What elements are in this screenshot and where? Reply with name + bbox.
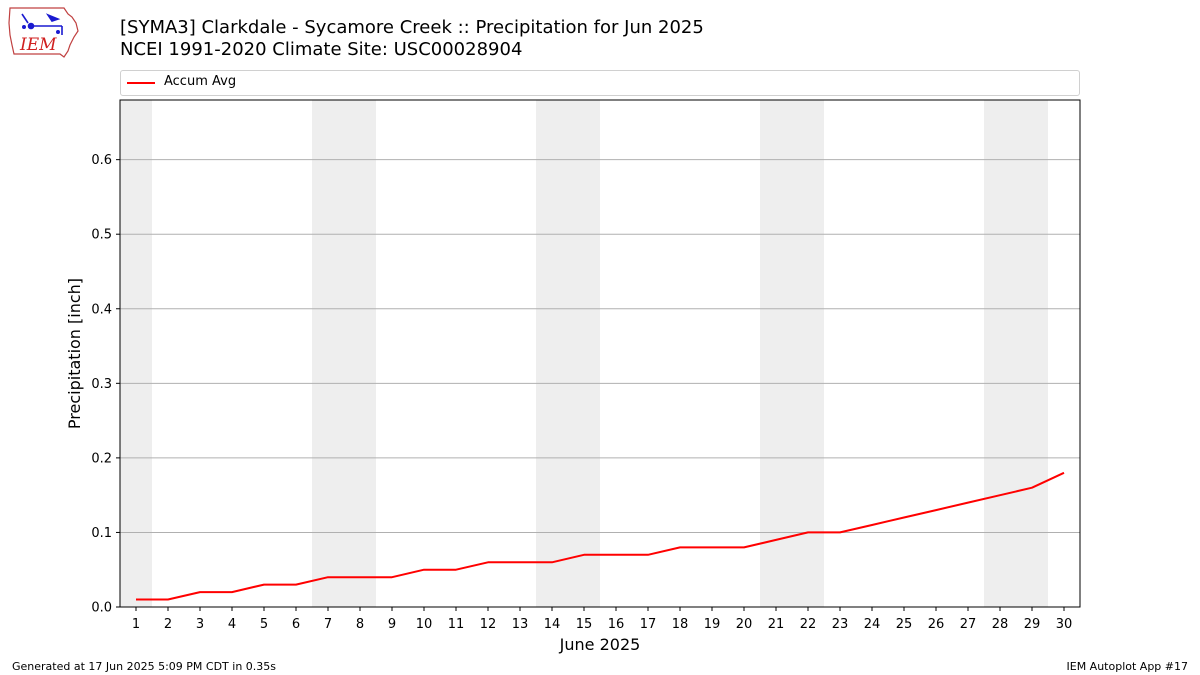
legend-swatch-accum-avg — [127, 82, 155, 84]
chart-subtitle: NCEI 1991-2020 Climate Site: USC00028904 — [120, 39, 523, 60]
x-tick-label: 12 — [480, 617, 497, 632]
x-tick-label: 22 — [800, 617, 817, 632]
x-tick-label: 2 — [164, 617, 172, 632]
x-axis-label: June 2025 — [559, 635, 641, 654]
footer-generated-text: Generated at 17 Jun 2025 5:09 PM CDT in … — [12, 660, 277, 673]
x-tick-label: 18 — [672, 617, 689, 632]
x-tick-label: 3 — [196, 617, 204, 632]
x-tick-label: 29 — [1024, 617, 1041, 632]
x-tick-label: 16 — [608, 617, 625, 632]
weekend-band-1 — [120, 100, 152, 607]
footer-app-label: IEM Autoplot App #17 — [1066, 660, 1189, 673]
weekend-band-22 — [792, 100, 824, 607]
chart-legend: Accum Avg — [120, 70, 1080, 96]
chart-title: [SYMA3] Clarkdale - Sycamore Creek :: Pr… — [120, 17, 704, 38]
weekend-band-21 — [760, 100, 792, 607]
x-tick-label: 23 — [832, 617, 849, 632]
x-tick-label: 27 — [960, 617, 977, 632]
y-tick-label: 0.5 — [91, 228, 112, 243]
y-tick-label: 0.6 — [91, 153, 112, 168]
x-tick-label: 20 — [736, 617, 753, 632]
x-tick-label: 7 — [324, 617, 332, 632]
weekend-band-29 — [1016, 100, 1048, 607]
x-tick-label: 15 — [576, 617, 593, 632]
weather-station-icon — [21, 13, 63, 35]
y-tick-label: 0.2 — [91, 451, 112, 466]
weekend-band-15 — [568, 100, 600, 607]
weekend-band-28 — [984, 100, 1016, 607]
x-tick-label: 28 — [992, 617, 1009, 632]
x-tick-label: 13 — [512, 617, 529, 632]
weekend-band-8 — [344, 100, 376, 607]
x-tick-label: 1 — [132, 617, 140, 632]
weekend-band-14 — [536, 100, 568, 607]
y-tick-label: 0.0 — [91, 601, 112, 616]
x-tick-label: 25 — [896, 617, 913, 632]
x-tick-label: 24 — [864, 617, 881, 632]
x-tick-label: 5 — [260, 617, 268, 632]
x-tick-label: 6 — [292, 617, 300, 632]
y-tick-label: 0.4 — [91, 302, 112, 317]
x-tick-label: 19 — [704, 617, 721, 632]
y-tick-label: 0.3 — [91, 377, 112, 392]
series-line-accum-avg — [136, 471, 1065, 601]
x-tick-label: 30 — [1056, 617, 1073, 632]
x-tick-label: 10 — [416, 617, 433, 632]
x-tick-label: 4 — [228, 617, 236, 632]
y-tick-label: 0.1 — [91, 526, 112, 541]
logo-text: IEM — [19, 35, 57, 55]
x-tick-label: 14 — [544, 617, 561, 632]
x-tick-label: 11 — [448, 617, 465, 632]
plot-frame — [119, 99, 1081, 608]
x-tick-label: 8 — [356, 617, 364, 632]
x-tick-label: 17 — [640, 617, 657, 632]
y-axis-label: Precipitation [inch] — [65, 278, 84, 429]
weekend-band-7 — [312, 100, 344, 607]
legend-label-accum-avg: Accum Avg — [164, 74, 237, 89]
x-tick-label: 21 — [768, 617, 785, 632]
x-tick-label: 26 — [928, 617, 945, 632]
iem-logo: IEM — [8, 7, 79, 58]
x-tick-label: 9 — [388, 617, 396, 632]
